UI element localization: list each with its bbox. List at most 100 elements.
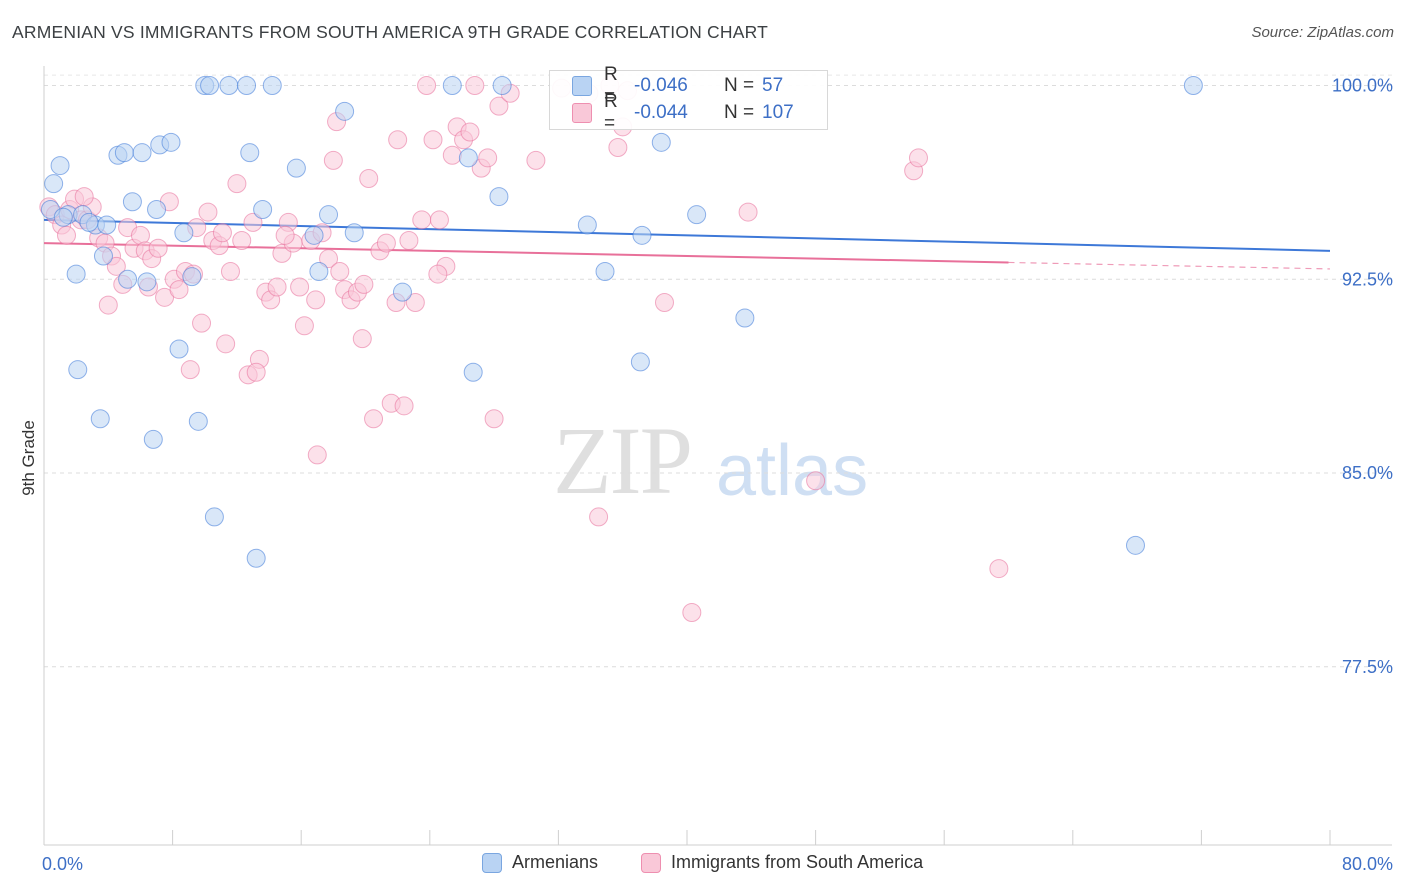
data-point xyxy=(632,225,652,245)
legend-swatch-south-america xyxy=(641,852,661,873)
data-point xyxy=(74,187,94,207)
r-value: -0.044 xyxy=(634,102,688,123)
data-point xyxy=(1125,535,1145,555)
r-label: R = xyxy=(604,91,618,134)
data-point xyxy=(989,559,1009,579)
data-point xyxy=(290,277,310,297)
y-tick-label: 92.5% xyxy=(1342,269,1393,289)
n-label: N = xyxy=(724,102,755,123)
data-point xyxy=(161,132,181,152)
data-point xyxy=(180,360,200,380)
data-point xyxy=(489,187,509,207)
legend-item-armenians[interactable]: Armenians xyxy=(482,852,598,873)
data-point xyxy=(188,411,208,431)
data-point xyxy=(319,249,339,269)
data-point xyxy=(57,225,77,245)
data-point xyxy=(246,362,266,382)
data-point xyxy=(137,272,157,292)
n-value: 57 xyxy=(762,75,784,96)
data-point xyxy=(147,200,167,219)
data-point xyxy=(465,76,485,95)
data-point xyxy=(392,282,412,302)
data-point xyxy=(388,130,408,150)
data-point xyxy=(394,396,414,416)
data-point xyxy=(93,246,113,266)
legend-label-south-america: Immigrants from South America xyxy=(671,852,924,872)
trend-line-dashed xyxy=(1008,261,1331,270)
data-point xyxy=(246,548,266,568)
data-point xyxy=(428,264,448,284)
data-point xyxy=(429,210,449,230)
data-point xyxy=(492,76,512,95)
y-axis-title: 9th Grade xyxy=(19,420,38,496)
data-point xyxy=(182,267,202,287)
x-tick-label: 80.0% xyxy=(1342,854,1393,874)
data-point xyxy=(608,138,628,157)
data-point xyxy=(738,202,758,222)
stats-row-south-america: R = -0.044 N = 107 xyxy=(572,91,794,134)
data-point xyxy=(344,223,364,243)
legend-label-armenians: Armenians xyxy=(512,852,599,872)
data-point xyxy=(227,174,247,194)
data-point xyxy=(237,76,257,95)
data-point xyxy=(243,212,263,232)
data-point xyxy=(458,148,478,168)
data-point xyxy=(79,212,99,232)
data-point xyxy=(212,223,232,243)
data-point xyxy=(118,269,138,289)
n-label: N = xyxy=(724,75,755,96)
data-point xyxy=(489,96,509,116)
data-point xyxy=(376,233,396,253)
data-point xyxy=(122,192,142,212)
data-point xyxy=(219,76,239,95)
data-point xyxy=(806,471,826,491)
data-point xyxy=(309,262,329,281)
data-point xyxy=(97,215,117,235)
data-point xyxy=(98,295,118,315)
data-point xyxy=(460,122,480,142)
data-point xyxy=(306,290,326,310)
data-point xyxy=(114,143,134,163)
data-point xyxy=(262,76,282,95)
data-point xyxy=(200,76,220,95)
y-tick-label: 77.5% xyxy=(1342,657,1393,677)
data-point xyxy=(1183,76,1203,95)
legend-item-south-america[interactable]: Immigrants from South America xyxy=(641,852,923,873)
data-point xyxy=(682,603,702,622)
data-point xyxy=(169,280,189,300)
data-point xyxy=(908,148,928,168)
data-point xyxy=(53,207,73,227)
data-point xyxy=(253,200,273,219)
data-point xyxy=(106,256,126,276)
data-point xyxy=(577,215,597,235)
data-point xyxy=(50,156,70,176)
x-tick-label: 0.0% xyxy=(42,854,83,874)
data-point xyxy=(526,150,546,170)
data-point xyxy=(687,205,707,225)
data-point xyxy=(412,210,432,230)
data-point xyxy=(335,101,355,121)
data-point xyxy=(198,202,218,222)
data-point xyxy=(442,76,462,95)
data-point xyxy=(630,352,650,372)
data-points xyxy=(39,76,1203,622)
data-point xyxy=(423,130,443,150)
chart-title: ARMENIAN VS IMMIGRANTS FROM SOUTH AMERIC… xyxy=(12,22,769,42)
y-tick-label: 85.0% xyxy=(1342,463,1393,483)
data-point xyxy=(192,313,212,333)
data-point xyxy=(463,362,483,382)
data-point xyxy=(66,264,86,284)
data-point xyxy=(174,223,194,243)
data-point xyxy=(589,507,609,527)
data-point xyxy=(132,143,152,163)
data-point xyxy=(275,225,295,245)
stats-row-armenians: R = -0.046 N = 57 xyxy=(572,64,784,107)
data-point xyxy=(330,262,350,281)
r-value: -0.046 xyxy=(634,75,688,96)
data-point xyxy=(44,174,64,194)
legend-swatch-armenians xyxy=(482,852,502,873)
data-point xyxy=(654,293,674,312)
data-point xyxy=(307,445,327,465)
data-point xyxy=(68,360,88,380)
